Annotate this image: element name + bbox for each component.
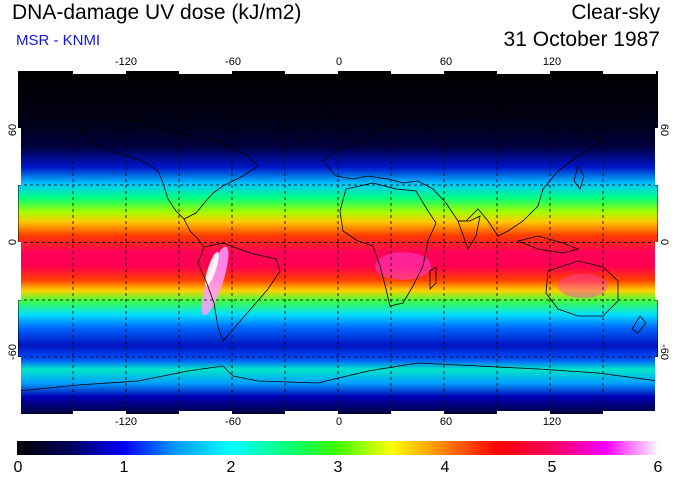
lon-label-top: -120: [114, 56, 138, 68]
coastline-new-zealand: [631, 315, 647, 334]
lon-label-top: 0: [335, 56, 343, 68]
title: DNA-damage UV dose (kJ/m2): [12, 1, 302, 24]
lat-label-right: -60: [658, 344, 670, 360]
andes-peak: [205, 251, 219, 287]
coastline-japan: [573, 164, 585, 190]
lon-label-bottom: 120: [542, 416, 562, 428]
coastline-australia: [545, 260, 619, 317]
coastline-south-america: [197, 242, 281, 342]
coastline-antarctica: [18, 362, 658, 392]
coastline-india: [457, 215, 481, 250]
lon-label-bottom: -120: [114, 416, 138, 428]
colorbar-label: 4: [440, 459, 450, 476]
coastline-indonesia: [516, 235, 580, 254]
colorbar-label: 3: [333, 459, 343, 476]
product-label: Clear-sky: [571, 1, 660, 24]
colorbar-label: 5: [547, 459, 557, 476]
colorbar-label: 0: [13, 459, 23, 476]
coastline-greenland: [282, 102, 337, 142]
coastline-africa: [339, 182, 437, 307]
lon-label-bottom: 0: [335, 416, 343, 428]
coastline-eurasia: [322, 110, 604, 237]
lon-label-top: -60: [225, 56, 241, 68]
source-label: MSR - KNMI: [16, 32, 101, 49]
lat-label-right: 0: [658, 238, 670, 246]
uv-dose-map: [18, 71, 658, 414]
africa-high-dose: [375, 252, 431, 280]
coastline-north-america: [79, 118, 259, 220]
map-frame: [18, 71, 658, 414]
colorbar-label: 1: [119, 459, 129, 476]
colorbar-label: 6: [653, 459, 663, 476]
graticule: [18, 71, 658, 414]
australia-high-dose: [558, 274, 608, 298]
date-label: 31 October 1987: [503, 28, 660, 51]
colorbar-label: 2: [226, 459, 236, 476]
andes-high-dose: [201, 246, 229, 316]
coastline-central-america: [183, 218, 205, 248]
lat-label-right: 60: [658, 123, 670, 137]
lon-label-bottom: 60: [439, 416, 453, 428]
coastlines: [18, 102, 658, 392]
lon-label-top: 120: [542, 56, 562, 68]
lon-label-bottom: -60: [225, 416, 241, 428]
coastline-madagascar: [429, 266, 437, 290]
colorbar: [17, 441, 659, 455]
lon-label-top: 60: [439, 56, 453, 68]
